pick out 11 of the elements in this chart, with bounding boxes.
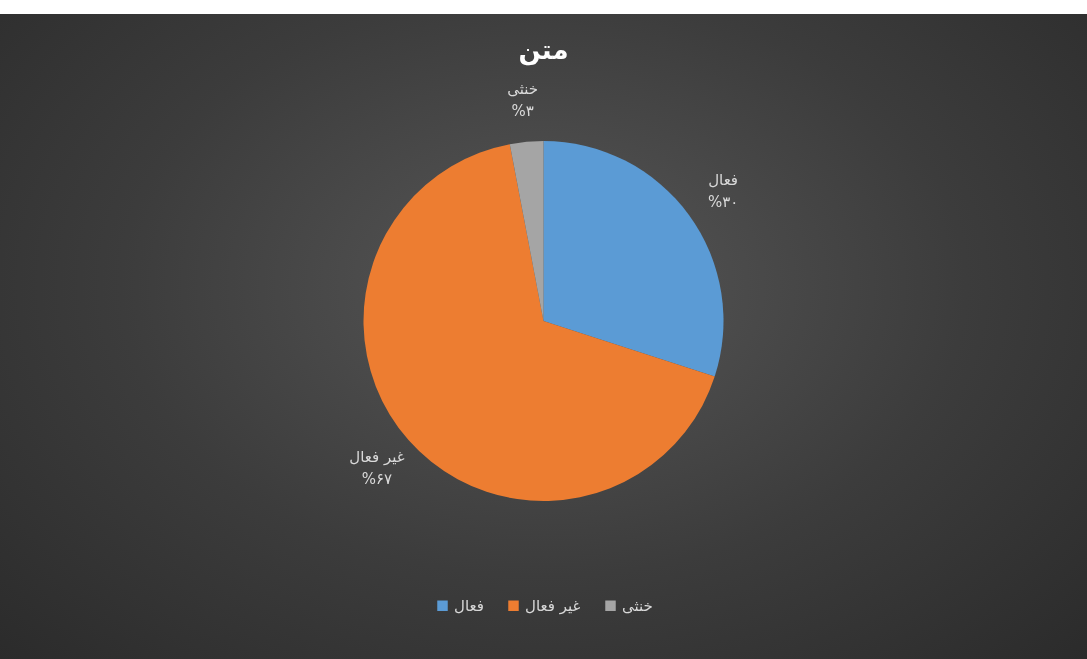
legend-label: خنثی xyxy=(622,596,653,615)
slice-label: غیر فعال xyxy=(349,447,405,466)
slice-label: خنثی xyxy=(507,79,539,98)
legend-label: فعال xyxy=(454,596,484,615)
data-label: %۳ xyxy=(511,101,534,120)
legend-label: غیر فعال xyxy=(525,596,581,615)
data-label: %۶۷ xyxy=(361,469,393,488)
slice-label: فعال xyxy=(708,170,739,189)
data-label: %۳۰ xyxy=(707,192,739,211)
pie-slice xyxy=(509,141,544,321)
chart-title: متن xyxy=(518,34,569,66)
